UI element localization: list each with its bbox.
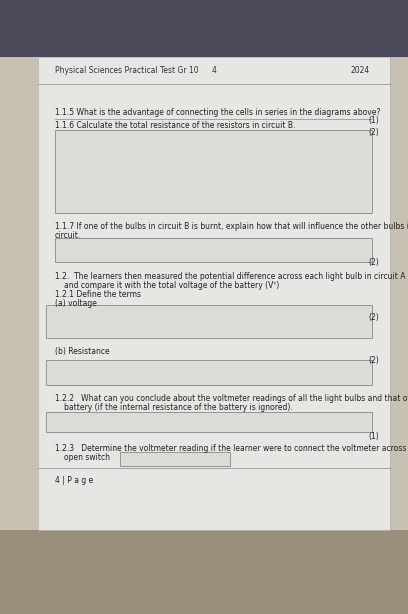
Text: open switch: open switch: [64, 453, 110, 462]
Bar: [390, 57, 408, 530]
Bar: [38, 57, 390, 530]
Text: Physical Sciences Practical Test Gr 10: Physical Sciences Practical Test Gr 10: [55, 66, 199, 75]
Text: 1.2.  The learners then measured the potential difference across each light bulb: 1.2. The learners then measured the pote…: [55, 272, 406, 281]
Text: 1.2.3   Determine the voltmeter reading if the learner were to connect the voltm: 1.2.3 Determine the voltmeter reading if…: [55, 444, 408, 453]
Text: (2): (2): [368, 356, 379, 365]
Bar: [46, 412, 372, 432]
Bar: [46, 360, 372, 385]
Text: (b) Resistance: (b) Resistance: [55, 347, 110, 356]
Bar: [0, 0, 408, 57]
Text: 1.2.2   What can you conclude about the voltmeter readings of all the light bulb: 1.2.2 What can you conclude about the vo…: [55, 394, 408, 403]
Text: (1): (1): [368, 116, 379, 125]
Bar: [46, 305, 372, 338]
Text: (a) voltage: (a) voltage: [55, 299, 97, 308]
Text: circuit.: circuit.: [55, 231, 81, 240]
Text: (2): (2): [368, 313, 379, 322]
Bar: [55, 130, 372, 213]
Bar: [0, 57, 38, 530]
Text: 1.1.5 What is the advantage of connecting the cells in series in the diagrams ab: 1.1.5 What is the advantage of connectin…: [55, 108, 380, 117]
Text: 1.1.6 Calculate the total resistance of the resistors in circuit B.: 1.1.6 Calculate the total resistance of …: [55, 121, 295, 130]
Text: (1): (1): [368, 432, 379, 441]
Text: (2): (2): [368, 258, 379, 267]
Text: 4 | P a g e: 4 | P a g e: [55, 476, 93, 485]
Text: battery (if the internal resistance of the battery is ignored).: battery (if the internal resistance of t…: [64, 403, 293, 412]
Text: and compare it with the total voltage of the battery (Vᵀ): and compare it with the total voltage of…: [64, 281, 279, 290]
Text: 1.1.7 If one of the bulbs in circuit B is burnt, explain how that will influence: 1.1.7 If one of the bulbs in circuit B i…: [55, 222, 408, 231]
Bar: [0, 530, 408, 614]
Text: (2): (2): [368, 128, 379, 137]
Text: 2024: 2024: [351, 66, 370, 75]
Text: 1.2.1 Define the terms: 1.2.1 Define the terms: [55, 290, 141, 299]
Text: 4: 4: [212, 66, 216, 75]
Bar: [55, 238, 372, 262]
Bar: [120, 452, 230, 466]
